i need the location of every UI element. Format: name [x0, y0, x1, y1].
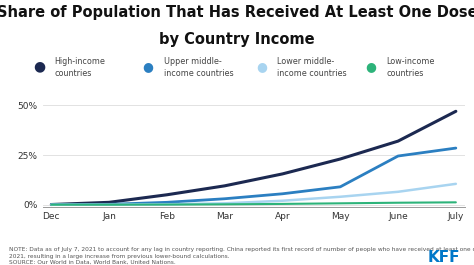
Text: ●: ● [142, 60, 153, 73]
Text: High-income
countries: High-income countries [55, 57, 105, 78]
Text: Low-income
countries: Low-income countries [386, 57, 435, 78]
Text: ●: ● [33, 60, 46, 74]
Text: Upper middle-
income countries: Upper middle- income countries [164, 57, 233, 78]
Text: Lower middle-
income countries: Lower middle- income countries [277, 57, 347, 78]
Text: NOTE: Data as of July 7, 2021 to account for any lag in country reporting. China: NOTE: Data as of July 7, 2021 to account… [9, 247, 474, 265]
Text: by Country Income: by Country Income [159, 32, 315, 47]
Text: ●: ● [365, 60, 376, 73]
Text: ●: ● [256, 60, 267, 73]
Text: Share of Population That Has Received At Least One Dose: Share of Population That Has Received At… [0, 5, 474, 20]
Text: KFF: KFF [427, 250, 460, 265]
